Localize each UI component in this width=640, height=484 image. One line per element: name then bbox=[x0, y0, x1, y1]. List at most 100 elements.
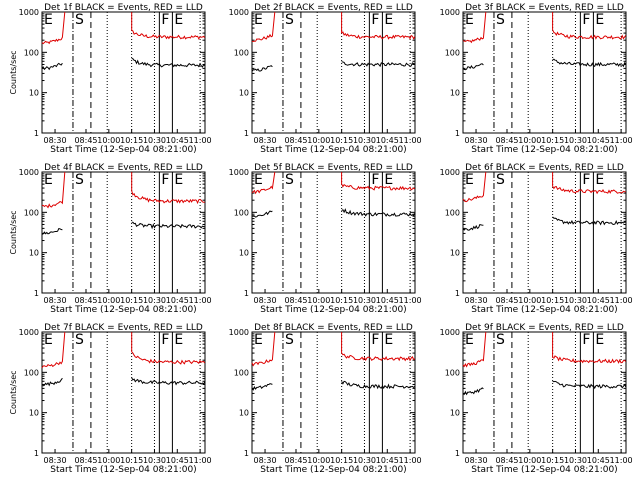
y-tick-label: 1 bbox=[244, 129, 249, 138]
x-axis-label: Start Time (12-Sep-04 08:21:00) bbox=[471, 145, 617, 155]
x-axis-label: Start Time (12-Sep-04 08:21:00) bbox=[471, 465, 617, 475]
marker-letter: F bbox=[161, 172, 169, 188]
panel-9: Det 9f BLACK = Events, RED = LLD 1 10 100 10… bbox=[440, 323, 633, 475]
y-tick-label: 100 bbox=[445, 48, 460, 57]
marker-letter: F bbox=[371, 12, 379, 28]
plot-frame bbox=[41, 171, 206, 294]
x-tick-label: 10:30 bbox=[353, 136, 376, 145]
panel-8: Det 8f BLACK = Events, RED = LLD 1 10 100 10… bbox=[229, 323, 422, 475]
plot-frame bbox=[41, 11, 206, 134]
y-tick-label: 10 bbox=[450, 89, 460, 98]
y-tick-label: 10 bbox=[29, 89, 39, 98]
marker-letter: F bbox=[371, 172, 379, 188]
panel-1: Det 1f BLACK = Events, RED = LLD 1 10 100 10… bbox=[9, 3, 212, 155]
marker-letter: S bbox=[285, 332, 294, 348]
x-tick-label: 08:30 bbox=[254, 456, 277, 465]
x-tick-label: 08:45 bbox=[495, 136, 518, 145]
y-tick-label: 1000 bbox=[440, 168, 460, 177]
x-tick-label: 08:30 bbox=[254, 296, 277, 305]
marker-letter: E bbox=[465, 332, 474, 348]
x-tick-label: 10:00 bbox=[97, 136, 120, 145]
x-tick-label: 10:15 bbox=[541, 136, 564, 145]
marker-letter: S bbox=[496, 172, 505, 188]
y-tick-label: 10 bbox=[450, 409, 460, 418]
x-axis-label: Start Time (12-Sep-04 08:21:00) bbox=[260, 465, 406, 475]
x-tick-label: 11:00 bbox=[610, 456, 633, 465]
x-tick-label: 08:45 bbox=[284, 136, 307, 145]
x-tick-label: 10:45 bbox=[166, 136, 189, 145]
marker-letter: E bbox=[384, 172, 393, 188]
x-tick-label: 10:00 bbox=[518, 456, 541, 465]
x-tick-label: 08:45 bbox=[74, 296, 97, 305]
y-tick-label: 1 bbox=[34, 449, 39, 458]
panel-title: Det 9f BLACK = Events, RED = LLD bbox=[465, 323, 624, 333]
x-tick-label: 10:45 bbox=[376, 296, 399, 305]
x-tick-label: 08:30 bbox=[44, 136, 67, 145]
x-tick-label: 10:15 bbox=[541, 456, 564, 465]
lld-trace bbox=[41, 171, 205, 209]
panel-title: Det 8f BLACK = Events, RED = LLD bbox=[254, 323, 413, 333]
x-tick-label: 11:00 bbox=[610, 136, 633, 145]
panel-title: Det 2f BLACK = Events, RED = LLD bbox=[254, 3, 413, 13]
x-tick-label: 11:00 bbox=[399, 456, 422, 465]
marker-letter: E bbox=[595, 332, 604, 348]
x-tick-label: 10:45 bbox=[587, 456, 610, 465]
x-tick-label: 10:15 bbox=[330, 296, 353, 305]
y-tick-label: 100 bbox=[445, 368, 460, 377]
marker-letter: F bbox=[582, 12, 590, 28]
x-tick-label: 10:15 bbox=[541, 296, 564, 305]
panel-7: Det 7f BLACK = Events, RED = LLD 1 10 100 10… bbox=[9, 323, 212, 475]
y-tick-label: 1 bbox=[34, 129, 39, 138]
x-tick-label: 10:30 bbox=[143, 456, 166, 465]
y-tick-label: 100 bbox=[445, 208, 460, 217]
x-tick-label: 10:45 bbox=[587, 136, 610, 145]
y-tick-label: 1000 bbox=[229, 328, 249, 337]
x-tick-label: 10:15 bbox=[330, 456, 353, 465]
events-trace bbox=[251, 61, 416, 72]
x-axis-label: Start Time (12-Sep-04 08:21:00) bbox=[50, 465, 196, 475]
marker-letter: E bbox=[465, 12, 474, 28]
plot-frame bbox=[41, 331, 206, 454]
x-tick-label: 11:00 bbox=[189, 296, 212, 305]
plot-frame bbox=[251, 11, 416, 134]
y-axis-label: Counts/sec bbox=[9, 210, 18, 254]
x-axis-label: Start Time (12-Sep-04 08:21:00) bbox=[50, 305, 196, 315]
marker-letter: F bbox=[582, 332, 590, 348]
y-tick-label: 10 bbox=[29, 249, 39, 258]
x-tick-label: 10:15 bbox=[120, 296, 143, 305]
x-tick-label: 08:45 bbox=[495, 296, 518, 305]
marker-letter: F bbox=[582, 172, 590, 188]
marker-letter: E bbox=[384, 12, 393, 28]
marker-letter: S bbox=[285, 12, 294, 28]
y-tick-label: 1000 bbox=[19, 8, 39, 17]
x-tick-label: 10:15 bbox=[330, 136, 353, 145]
panel-title: Det 1f BLACK = Events, RED = LLD bbox=[44, 3, 203, 13]
x-tick-label: 10:00 bbox=[97, 296, 120, 305]
x-axis-label: Start Time (12-Sep-04 08:21:00) bbox=[260, 305, 406, 315]
panel-title: Det 7f BLACK = Events, RED = LLD bbox=[44, 323, 203, 333]
marker-letter: S bbox=[75, 12, 84, 28]
panel-title: Det 4f BLACK = Events, RED = LLD bbox=[44, 163, 203, 173]
y-tick-label: 10 bbox=[239, 89, 249, 98]
marker-letter: F bbox=[371, 332, 379, 348]
plot-frame bbox=[462, 171, 627, 294]
panel-4: Det 4f BLACK = Events, RED = LLD 1 10 100 10… bbox=[9, 163, 212, 315]
events-trace bbox=[251, 380, 416, 391]
events-trace bbox=[41, 58, 206, 71]
plot-frame bbox=[251, 171, 416, 294]
marker-letter: S bbox=[75, 332, 84, 348]
x-tick-label: 10:15 bbox=[120, 136, 143, 145]
x-tick-label: 08:45 bbox=[74, 136, 97, 145]
x-tick-label: 08:30 bbox=[254, 136, 277, 145]
y-tick-label: 10 bbox=[450, 249, 460, 258]
panel-5: Det 5f BLACK = Events, RED = LLD 1 10 100 10… bbox=[229, 163, 422, 315]
y-tick-label: 1 bbox=[455, 129, 460, 138]
marker-letter: E bbox=[254, 172, 263, 188]
x-tick-label: 10:30 bbox=[353, 456, 376, 465]
panel-title: Det 6f BLACK = Events, RED = LLD bbox=[465, 163, 624, 173]
plot-frame bbox=[251, 331, 416, 454]
x-tick-label: 10:00 bbox=[97, 456, 120, 465]
marker-letter: E bbox=[44, 332, 53, 348]
x-tick-label: 08:30 bbox=[44, 456, 67, 465]
events-trace bbox=[462, 380, 627, 396]
